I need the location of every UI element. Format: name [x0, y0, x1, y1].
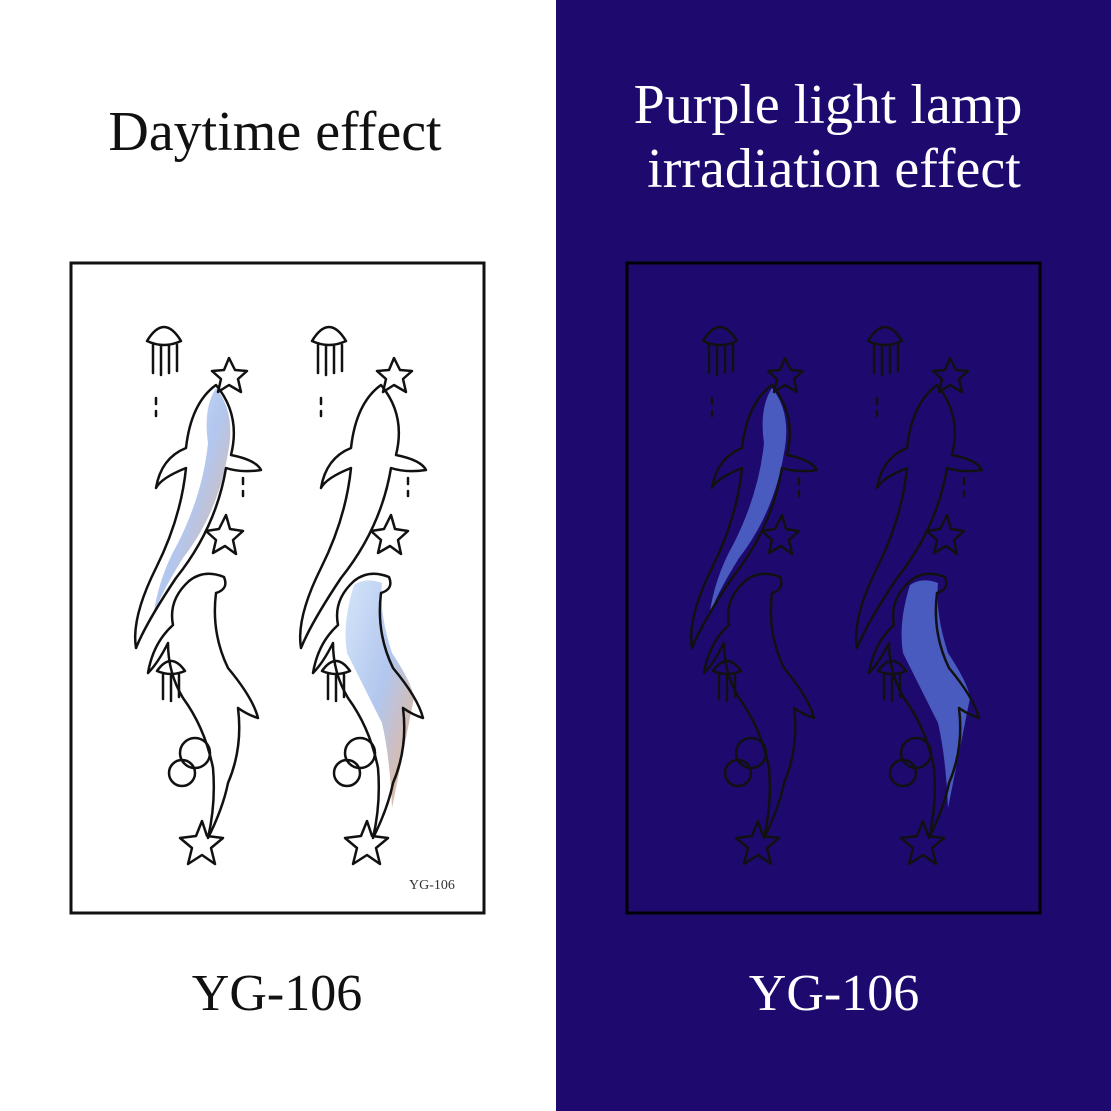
- right-title-line: Purple light lamp: [634, 74, 1023, 136]
- right-title-line: irradiation effect: [647, 138, 1021, 200]
- tattoo-card: [69, 261, 486, 915]
- card-code: YG-106: [409, 878, 455, 893]
- left-title: Daytime effect: [108, 101, 442, 163]
- right-caption: YG-106: [749, 965, 919, 1022]
- tattoo-design: [133, 325, 428, 866]
- tattoo-card-uv: [625, 261, 1042, 915]
- tattoo-design-uv: [689, 325, 984, 866]
- left-caption: YG-106: [192, 965, 362, 1022]
